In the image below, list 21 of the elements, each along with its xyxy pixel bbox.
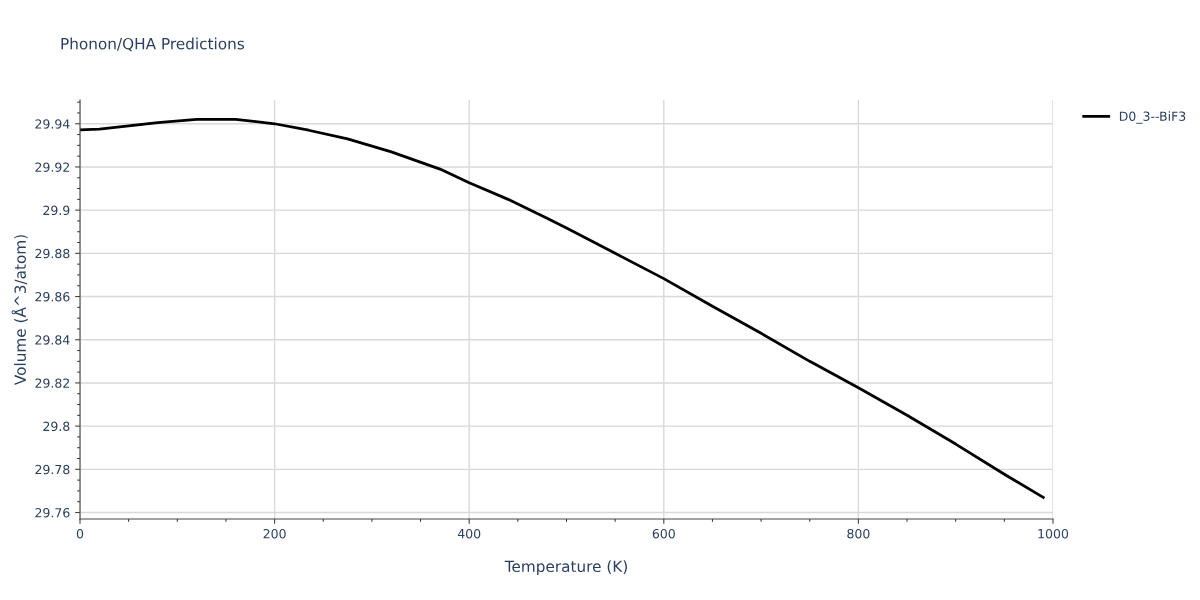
x-tick-label: 600 — [652, 528, 675, 539]
x-tick-label: 200 — [263, 528, 286, 539]
x-tick-label: 0 — [76, 528, 84, 539]
chart-title: Phonon/QHA Predictions — [61, 37, 245, 52]
y-tick-label: 29.82 — [35, 378, 70, 388]
x-tick-label: 800 — [847, 528, 870, 539]
x-axis-title: Temperature (K) — [504, 560, 627, 576]
y-axis-title: Volume (Å^3/atom) — [11, 235, 28, 386]
y-tick-label: 29.8 — [43, 421, 70, 432]
y-tick-label: 29.86 — [35, 292, 70, 302]
y-tick-label: 29.88 — [35, 248, 70, 259]
x-tick-label: 1000 — [1038, 528, 1069, 539]
y-tick-label: 29.94 — [35, 119, 70, 129]
y-tick-label: 29.84 — [35, 335, 70, 345]
legend-label: D0_3--BiF3 — [1119, 111, 1186, 124]
y-tick-label: 29.76 — [35, 507, 70, 518]
line-series — [80, 118, 1045, 499]
x-tick-label: 400 — [457, 528, 481, 539]
y-tick-label: 29.92 — [35, 162, 70, 172]
y-tick-label: 29.9 — [43, 205, 70, 216]
y-tick-label: 29.78 — [35, 464, 70, 475]
